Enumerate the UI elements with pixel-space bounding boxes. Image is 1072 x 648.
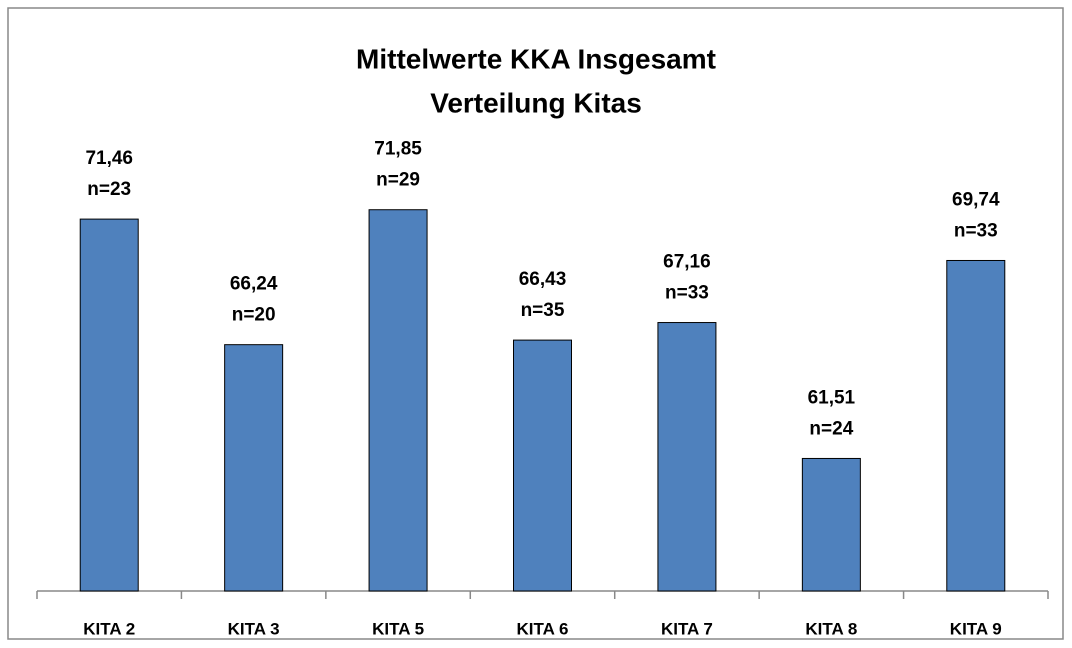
bar	[946, 259, 1006, 592]
value-label: 66,24	[230, 274, 278, 295]
count-label: n=20	[232, 305, 276, 326]
chart-title: Mittelwerte KKA Insgesamt	[356, 43, 716, 74]
bar	[513, 339, 572, 592]
bar	[224, 344, 284, 592]
count-label: n=35	[521, 300, 565, 321]
x-tick-label: KITA 2	[83, 619, 135, 638]
x-tick-label: KITA 5	[372, 619, 424, 638]
x-tick-label: KITA 7	[661, 619, 713, 638]
x-tick-label: KITA 8	[805, 619, 857, 638]
count-label: n=33	[954, 220, 998, 241]
value-label: 71,46	[85, 148, 133, 169]
count-label: n=29	[376, 170, 420, 191]
x-tick-label: KITA 9	[950, 619, 1002, 638]
value-label: 69,74	[952, 189, 1000, 210]
x-tick-label: KITA 3	[228, 619, 280, 638]
value-label: 61,51	[808, 387, 856, 408]
bar	[657, 322, 717, 592]
x-tick-label: KITA 6	[517, 619, 569, 638]
bar	[801, 457, 861, 592]
bar	[368, 209, 428, 592]
count-label: n=33	[665, 283, 709, 304]
bar	[79, 218, 139, 592]
count-label: n=23	[87, 179, 131, 200]
value-label: 71,85	[374, 139, 422, 160]
value-label: 66,43	[519, 269, 567, 290]
chart-subtitle: Verteilung Kitas	[430, 87, 642, 118]
value-label: 67,16	[663, 252, 711, 273]
count-label: n=24	[809, 418, 853, 439]
